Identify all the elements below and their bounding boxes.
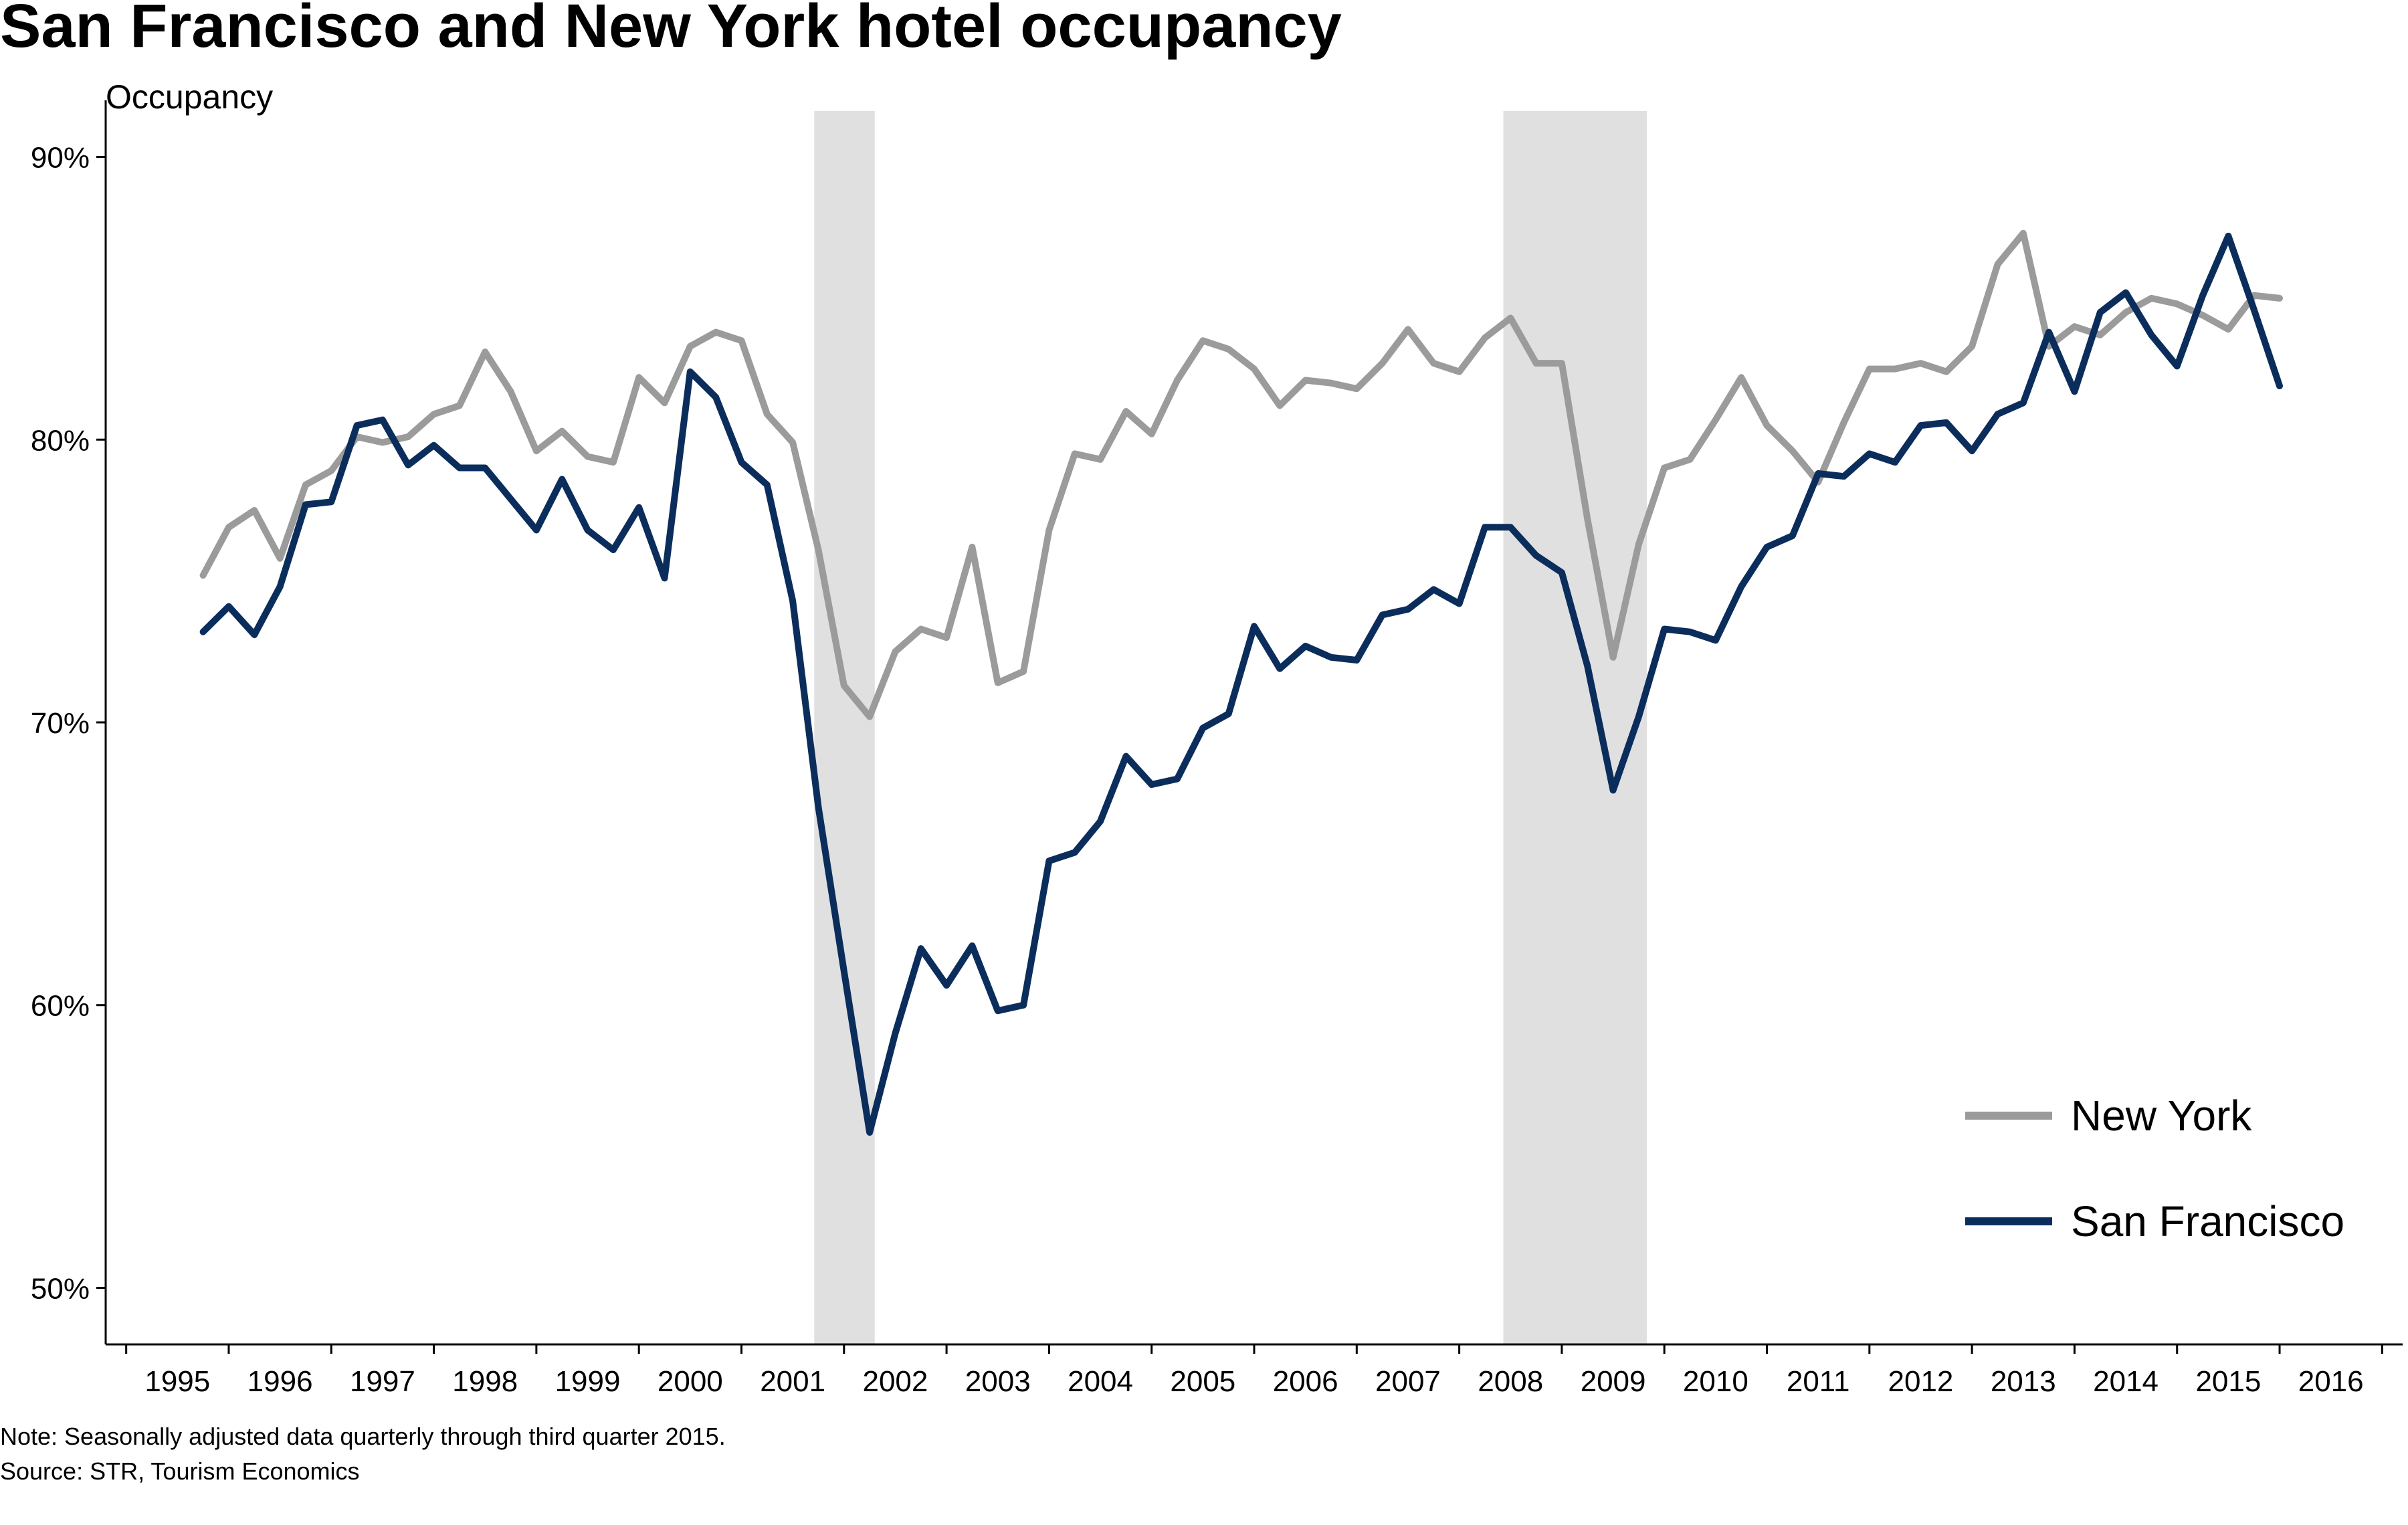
x-tick-label: 2005 <box>1170 1365 1235 1398</box>
x-tick-label: 1998 <box>452 1365 518 1398</box>
y-axis-label: Occupancy <box>106 78 273 116</box>
x-tick-label: 2013 <box>1991 1365 2056 1398</box>
x-tick-label: 2004 <box>1068 1365 1133 1398</box>
x-tick-label: 2009 <box>1581 1365 1646 1398</box>
x-tick-label: 2006 <box>1273 1365 1338 1398</box>
x-tick-label: 2007 <box>1375 1365 1441 1398</box>
y-tick-label: 70% <box>31 707 90 740</box>
x-tick-label: 1999 <box>555 1365 621 1398</box>
chart-source: Source: STR, Tourism Economics <box>0 1457 360 1485</box>
x-tick-label: 2010 <box>1683 1365 1748 1398</box>
x-tick-label: 1997 <box>350 1365 415 1398</box>
x-tick-label: 1995 <box>144 1365 210 1398</box>
x-tick-label: 2008 <box>1478 1365 1543 1398</box>
y-tick-label: 60% <box>31 990 90 1023</box>
y-tick-label: 50% <box>31 1272 90 1305</box>
y-tick-label: 80% <box>31 424 90 457</box>
chart-title: San Francisco and New York hotel occupan… <box>0 0 1342 60</box>
x-tick-label: 2016 <box>2298 1365 2364 1398</box>
series-lines <box>199 229 2283 1136</box>
x-tick-label: 2015 <box>2195 1365 2261 1398</box>
series-line-san-francisco <box>199 232 2283 1136</box>
legend-label-new-york: New York <box>2071 1092 2252 1140</box>
recession-band-2 <box>1503 111 1647 1344</box>
x-tick-label: 2003 <box>965 1365 1031 1398</box>
recession-band-1 <box>814 111 875 1344</box>
x-tick-label: 2001 <box>760 1365 825 1398</box>
x-tick-label: 2002 <box>862 1365 928 1398</box>
chart-note: Note: Seasonally adjusted data quarterly… <box>0 1423 726 1450</box>
series-line-new-york <box>199 229 2283 720</box>
recession-bands <box>814 111 1647 1344</box>
legend-label-san-francisco: San Francisco <box>2071 1197 2344 1245</box>
x-tick-label: 2014 <box>2093 1365 2159 1398</box>
x-tick-label: 2000 <box>658 1365 723 1398</box>
y-tick-label: 90% <box>31 142 90 175</box>
x-tick-label: 2011 <box>1787 1365 1850 1398</box>
x-tick-label: 2012 <box>1888 1365 1954 1398</box>
x-tick-label: 1996 <box>247 1365 313 1398</box>
legend: New York San Francisco <box>1965 1092 2344 1245</box>
axes: 50% 60% 70% 80% 90% 1995 1996 1997 1998 1999 2000 2… <box>31 100 2403 1398</box>
